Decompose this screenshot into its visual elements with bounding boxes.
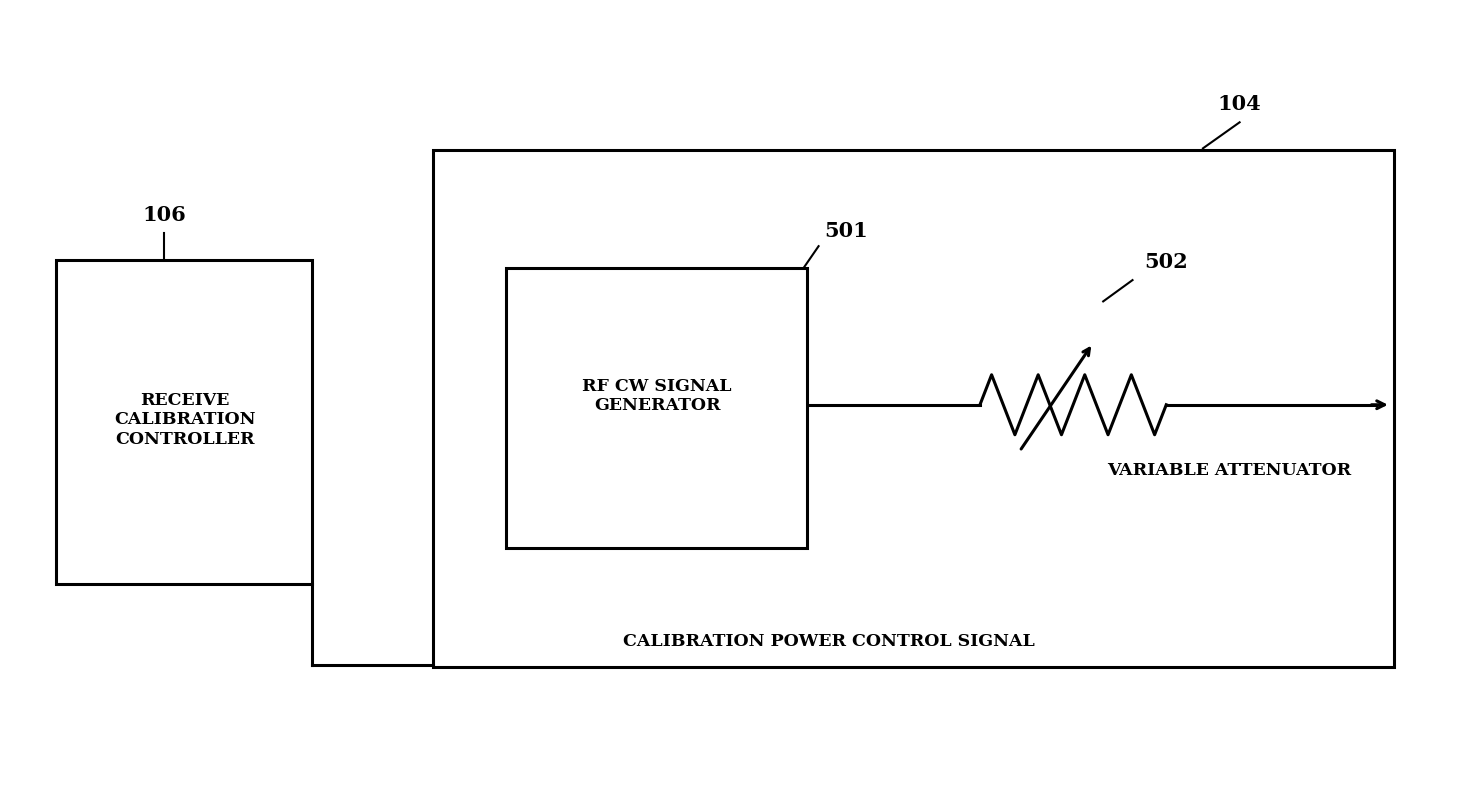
Text: CALIBRATION POWER CONTROL SIGNAL: CALIBRATION POWER CONTROL SIGNAL [623, 633, 1034, 650]
Text: 104: 104 [1218, 95, 1262, 114]
Text: RF CW SIGNAL
GENERATOR: RF CW SIGNAL GENERATOR [582, 378, 732, 414]
Text: 501: 501 [824, 221, 868, 241]
Text: VARIABLE ATTENUATOR: VARIABLE ATTENUATOR [1108, 462, 1351, 479]
Bar [56, 260, 312, 584]
Text: RECEIVE
CALIBRATION
CONTROLLER: RECEIVE CALIBRATION CONTROLLER [114, 391, 255, 448]
Text: 106: 106 [142, 205, 186, 225]
Text: 502: 502 [1144, 252, 1188, 272]
Bar [433, 150, 1394, 667]
Bar [506, 268, 807, 548]
